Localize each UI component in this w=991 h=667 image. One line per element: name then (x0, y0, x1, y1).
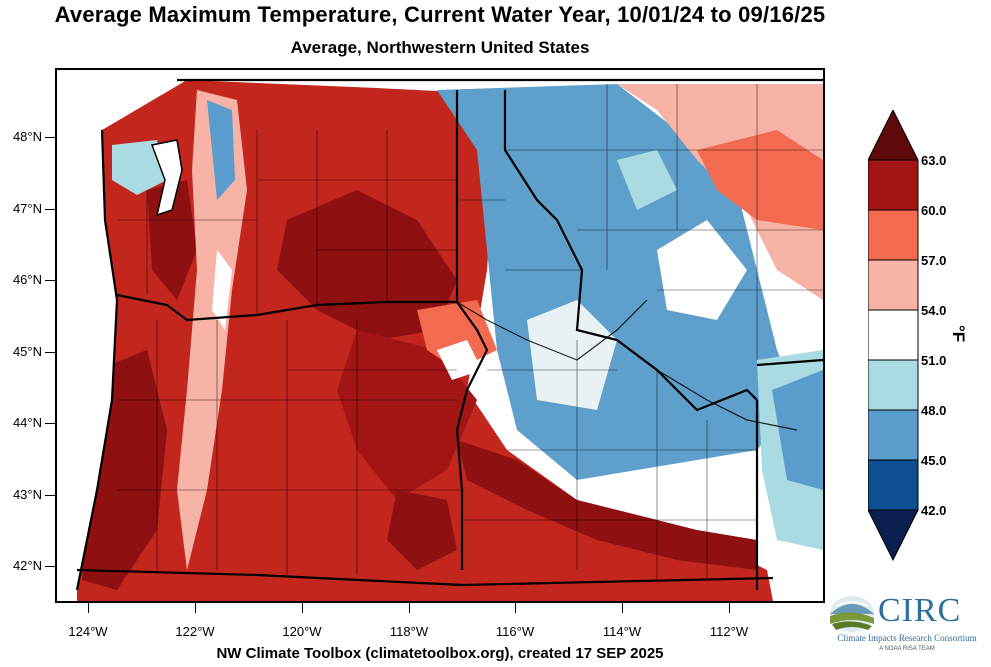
colorbar-label: 63.0 (921, 153, 947, 168)
region-snake-plain (457, 440, 757, 570)
unit-label: °F (949, 325, 968, 343)
circ-logo-icon (830, 596, 874, 632)
colorbar-label: 45.0 (921, 453, 947, 468)
lon-label-112: 112°W (709, 624, 749, 639)
border-south (76, 568, 774, 587)
colorbar-label: 51.0 (921, 353, 947, 368)
border-mt-wy (756, 358, 823, 367)
logo-name: CIRC (878, 592, 962, 629)
lat-label-48: 48°N (12, 129, 42, 144)
lon-label-122: 122°W (175, 624, 215, 639)
colorbar-label: 42.0 (921, 503, 947, 518)
lat-tick (45, 352, 55, 353)
lat-label-45: 45°N (12, 344, 42, 359)
colorbar-label: 57.0 (921, 253, 947, 268)
lon-tick (88, 603, 89, 613)
lat-label-42: 42°N (12, 558, 42, 573)
lon-tick (302, 603, 303, 613)
colorbar-bin (868, 159, 919, 211)
lat-tick (45, 566, 55, 567)
lon-label-120: 120°W (282, 624, 322, 639)
coastline (75, 129, 119, 591)
colorbar-label: 60.0 (921, 203, 947, 218)
lon-tick (195, 603, 196, 613)
lat-tick (45, 137, 55, 138)
lat-tick (45, 495, 55, 496)
region-cascades (177, 90, 247, 570)
lon-label-124: 124°W (68, 624, 108, 639)
colorbar-bin (868, 359, 919, 411)
lat-tick (45, 280, 55, 281)
colorbar (868, 110, 919, 562)
temperature-map (55, 68, 825, 603)
map-title: Average Maximum Temperature, Current Wat… (54, 2, 826, 27)
logo-full-name: Climate Impacts Research Consortium (837, 633, 977, 643)
lon-label-118: 118°W (389, 624, 429, 639)
lat-label-44: 44°N (12, 415, 42, 430)
lat-label-43: 43°N (12, 487, 42, 502)
lon-tick (729, 603, 730, 613)
lon-tick (409, 603, 410, 613)
credit-line: NW Climate Toolbox (climatetoolbox.org),… (216, 645, 664, 662)
map-subtitle: Average, Northwestern United States (290, 38, 590, 57)
colorbar-top-triangle (868, 110, 919, 161)
colorbar-label: 54.0 (921, 303, 947, 318)
puget-sound (150, 139, 183, 217)
logo-tagline: A NOAA RISA TEAM (879, 646, 935, 652)
colorbar-bin (868, 409, 919, 461)
colorbar-bin (868, 459, 919, 511)
lon-tick (622, 603, 623, 613)
colorbar-label: 48.0 (921, 403, 947, 418)
lon-label-114: 114°W (602, 624, 642, 639)
lon-label-116: 116°W (495, 624, 535, 639)
lon-tick (515, 603, 516, 613)
colorbar-bottom-triangle (868, 509, 919, 562)
colorbar-bin (868, 259, 919, 311)
colorbar-bin (868, 209, 919, 261)
colorbar-bin (868, 309, 919, 361)
lat-label-46: 46°N (12, 272, 42, 287)
lat-tick (45, 209, 55, 210)
lat-tick (45, 423, 55, 424)
lat-label-47: 47°N (12, 201, 42, 216)
